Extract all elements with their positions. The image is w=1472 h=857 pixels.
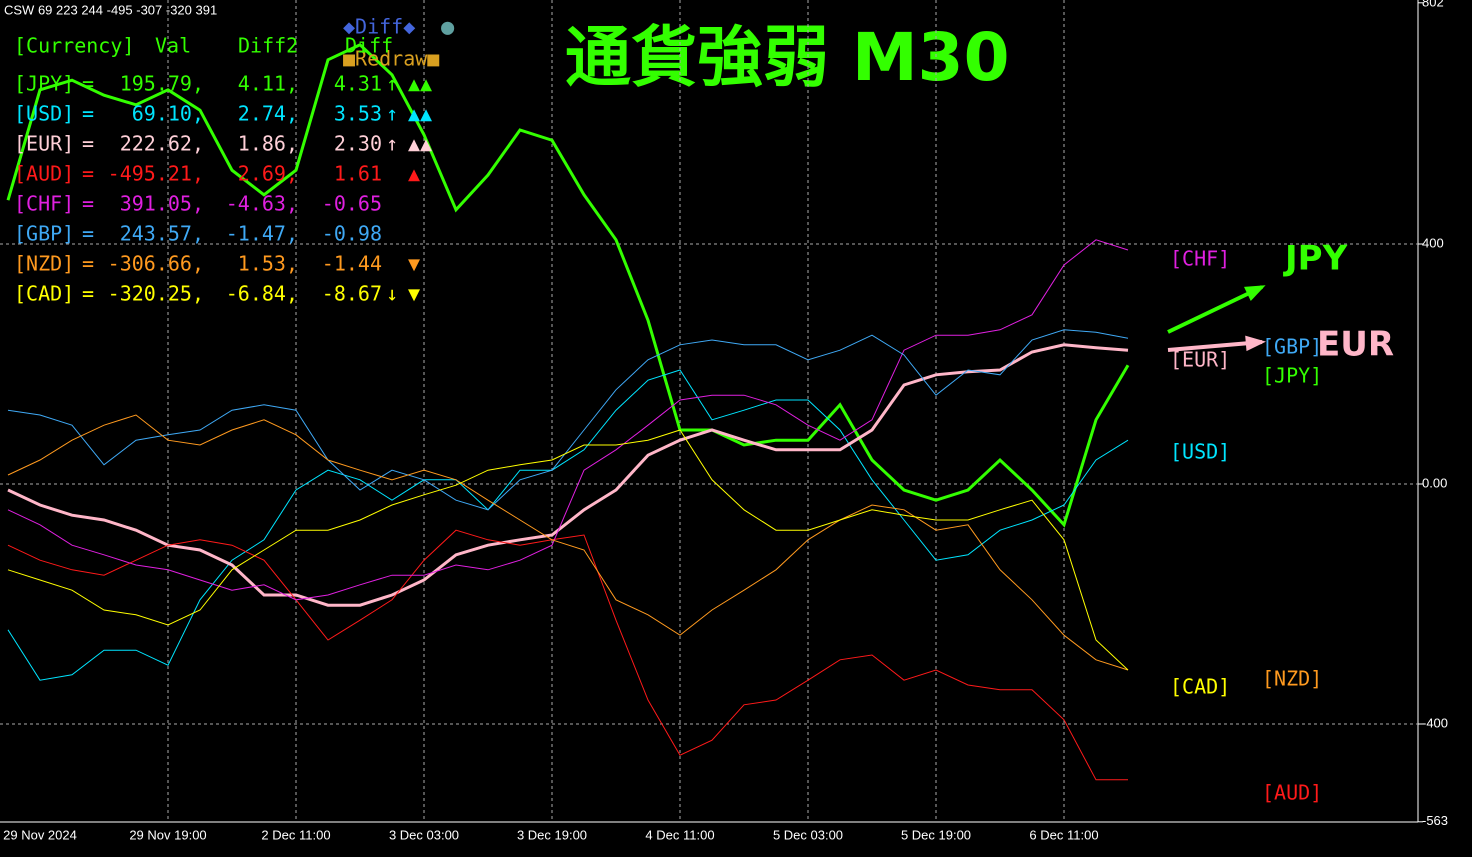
row-val: 69.10, bbox=[132, 102, 204, 126]
y-tick-label: -563 bbox=[1422, 813, 1448, 828]
header-val: Val bbox=[155, 34, 191, 58]
row-eq: = bbox=[82, 72, 94, 96]
row-diff2: -4.63, bbox=[226, 192, 298, 216]
dot-button[interactable]: ● bbox=[441, 15, 455, 40]
row-arrow: ↑ bbox=[386, 72, 398, 96]
row-diff: -0.65 bbox=[322, 192, 382, 216]
row-eq: = bbox=[82, 282, 94, 306]
row-arrow: ↓ bbox=[386, 282, 398, 306]
row-val: -320.25, bbox=[108, 282, 204, 306]
row-eq: = bbox=[82, 132, 94, 156]
row-diff: 3.53 bbox=[334, 102, 382, 126]
x-tick-label: 3 Dec 03:00 bbox=[389, 827, 459, 842]
x-tick-label: 5 Dec 19:00 bbox=[901, 827, 971, 842]
row-name: [USD] bbox=[14, 102, 74, 126]
header-diff: Diff bbox=[345, 34, 393, 58]
row-name: [JPY] bbox=[14, 72, 74, 96]
series-line bbox=[7, 429, 1129, 671]
row-name: [CHF] bbox=[14, 192, 74, 216]
row-name: [GBP] bbox=[14, 222, 74, 246]
row-name: [AUD] bbox=[14, 162, 74, 186]
x-tick-label: 4 Dec 11:00 bbox=[645, 827, 714, 842]
legend-label: [AUD] bbox=[1262, 781, 1322, 805]
row-diff2: 2.69, bbox=[238, 162, 298, 186]
row-name: [EUR] bbox=[14, 132, 74, 156]
series-line bbox=[7, 239, 1129, 601]
row-val: 195.79, bbox=[120, 72, 204, 96]
row-eq: = bbox=[82, 252, 94, 276]
legend-label: [GBP] bbox=[1262, 335, 1322, 359]
row-val: 222.62, bbox=[120, 132, 204, 156]
diff-button[interactable]: ◆Diff◆ bbox=[343, 15, 415, 39]
row-diff: 2.30 bbox=[334, 132, 382, 156]
chart-title: 通貨強弱 M30 bbox=[565, 19, 1010, 96]
row-diff: -1.44 bbox=[322, 252, 382, 276]
row-marks: ▲▲ bbox=[408, 102, 432, 126]
row-name: [NZD] bbox=[14, 252, 74, 276]
legend-label: [JPY] bbox=[1262, 364, 1322, 388]
row-marks: ▲▲ bbox=[408, 132, 432, 156]
row-diff2: -6.84, bbox=[226, 282, 298, 306]
row-marks: ▼ bbox=[408, 252, 420, 276]
row-val: -306.66, bbox=[108, 252, 204, 276]
legend-label: [NZD] bbox=[1262, 667, 1322, 691]
row-diff: 4.31 bbox=[334, 72, 382, 96]
row-diff2: 1.53, bbox=[238, 252, 298, 276]
row-eq: = bbox=[82, 102, 94, 126]
row-val: -495.21, bbox=[108, 162, 204, 186]
arrow-head bbox=[1245, 335, 1266, 352]
row-marks: ▲ bbox=[408, 162, 420, 186]
arrow-head bbox=[1244, 285, 1266, 302]
y-tick-label: 802 bbox=[1422, 0, 1444, 9]
y-tick-label: 400 bbox=[1422, 235, 1444, 250]
series-line bbox=[7, 329, 1129, 511]
x-tick-label: 3 Dec 19:00 bbox=[517, 827, 587, 842]
series-line bbox=[7, 369, 1129, 681]
series-line bbox=[7, 529, 1128, 781]
x-tick-label: 2 Dec 11:00 bbox=[261, 827, 330, 842]
redraw-button[interactable]: ■Redraw■ bbox=[343, 47, 439, 71]
series-line bbox=[7, 414, 1129, 671]
row-diff2: -1.47, bbox=[226, 222, 298, 246]
row-diff2: 2.74, bbox=[238, 102, 298, 126]
row-diff2: 1.86, bbox=[238, 132, 298, 156]
row-diff: -0.98 bbox=[322, 222, 382, 246]
row-eq: = bbox=[82, 222, 94, 246]
row-marks: ▼ bbox=[408, 282, 420, 306]
subtitle: CSW 69 223 244 -495 -307 -320 391 bbox=[4, 2, 217, 17]
legend-label: [CHF] bbox=[1170, 247, 1230, 271]
x-tick-label: 29 Nov 19:00 bbox=[129, 827, 206, 842]
row-diff2: 4.11, bbox=[238, 72, 298, 96]
y-tick-label: -400 bbox=[1422, 715, 1448, 730]
x-tick-label: 6 Dec 11:00 bbox=[1029, 827, 1098, 842]
row-eq: = bbox=[82, 162, 94, 186]
series-line bbox=[7, 343, 1129, 607]
row-marks: ▲▲ bbox=[408, 72, 432, 96]
header-name: [Currency] bbox=[14, 34, 134, 58]
y-tick-label: 0.00 bbox=[1422, 475, 1447, 490]
legend-label: [EUR] bbox=[1170, 348, 1230, 372]
row-name: [CAD] bbox=[14, 282, 74, 306]
arrow bbox=[1167, 285, 1263, 334]
annotation: JPY bbox=[1283, 239, 1348, 279]
row-eq: = bbox=[82, 192, 94, 216]
header-diff2: Diff2 bbox=[238, 34, 298, 58]
annotation: EUR bbox=[1317, 325, 1394, 365]
legend-label: [USD] bbox=[1170, 440, 1230, 464]
series-line bbox=[6, 43, 1130, 528]
x-tick-label: 29 Nov 2024 bbox=[3, 827, 77, 842]
row-val: 243.57, bbox=[120, 222, 204, 246]
row-diff: 1.61 bbox=[334, 162, 382, 186]
legend-label: [CAD] bbox=[1170, 675, 1230, 699]
row-arrow: ↑ bbox=[386, 102, 398, 126]
row-arrow: ↑ bbox=[386, 132, 398, 156]
row-diff: -8.67 bbox=[322, 282, 382, 306]
row-val: 391.05, bbox=[120, 192, 204, 216]
x-tick-label: 5 Dec 03:00 bbox=[773, 827, 843, 842]
